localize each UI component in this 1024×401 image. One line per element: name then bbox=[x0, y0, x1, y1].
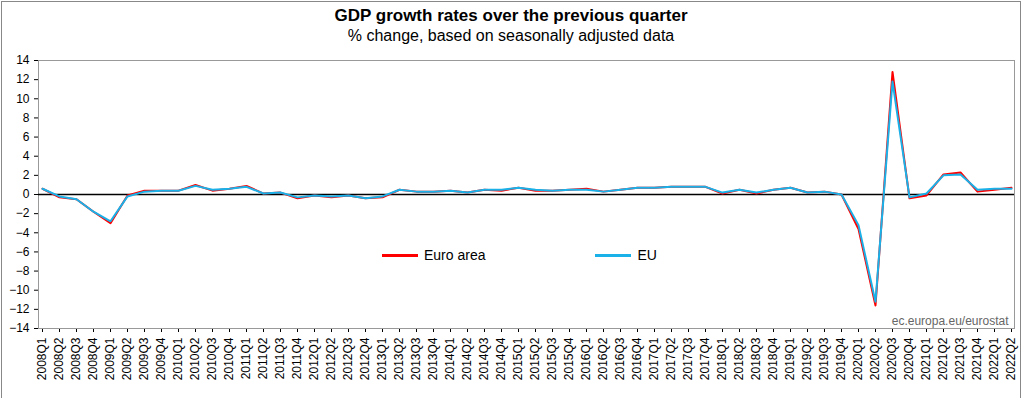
svg-text:2019Q2: 2019Q2 bbox=[800, 337, 814, 380]
svg-text:2013Q1: 2013Q1 bbox=[375, 337, 389, 380]
svg-text:2021Q2: 2021Q2 bbox=[936, 337, 950, 380]
svg-text:2012Q2: 2012Q2 bbox=[324, 337, 338, 380]
svg-text:2008Q2: 2008Q2 bbox=[52, 337, 66, 380]
svg-text:2013Q2: 2013Q2 bbox=[392, 337, 406, 380]
svg-text:2018Q4: 2018Q4 bbox=[766, 337, 780, 380]
svg-text:2019Q3: 2019Q3 bbox=[817, 337, 831, 380]
svg-text:2022Q2: 2022Q2 bbox=[1004, 337, 1018, 380]
svg-text:2011Q3: 2011Q3 bbox=[273, 337, 287, 379]
svg-text:2015Q2: 2015Q2 bbox=[528, 337, 542, 380]
svg-text:6: 6 bbox=[23, 130, 30, 144]
svg-text:14: 14 bbox=[16, 53, 30, 67]
svg-text:2020Q3: 2020Q3 bbox=[885, 337, 899, 380]
svg-text:2009Q4: 2009Q4 bbox=[154, 337, 168, 380]
svg-text:8: 8 bbox=[23, 111, 30, 125]
svg-text:0: 0 bbox=[23, 187, 30, 201]
html-text:EU: EU bbox=[637, 247, 657, 263]
svg-text:2014Q3: 2014Q3 bbox=[477, 337, 491, 380]
svg-text:2019Q1: 2019Q1 bbox=[783, 337, 797, 380]
svg-text:2020Q1: 2020Q1 bbox=[851, 337, 865, 380]
svg-text:2008Q4: 2008Q4 bbox=[86, 337, 100, 380]
svg-text:2017Q3: 2017Q3 bbox=[681, 337, 695, 380]
svg-text:−6: −6 bbox=[16, 245, 30, 259]
svg-text:2008Q3: 2008Q3 bbox=[69, 337, 83, 380]
html-text:Euro area: Euro area bbox=[424, 247, 486, 263]
svg-text:2020Q2: 2020Q2 bbox=[868, 337, 882, 380]
svg-text:2014Q4: 2014Q4 bbox=[494, 337, 508, 380]
svg-text:2015Q3: 2015Q3 bbox=[545, 337, 559, 380]
svg-text:2014Q2: 2014Q2 bbox=[460, 337, 474, 380]
svg-text:2019Q4: 2019Q4 bbox=[834, 337, 848, 380]
svg-text:2010Q1: 2010Q1 bbox=[171, 337, 185, 380]
svg-text:2021Q1: 2021Q1 bbox=[919, 337, 933, 380]
svg-text:2016Q3: 2016Q3 bbox=[613, 337, 627, 380]
svg-text:−12: −12 bbox=[9, 302, 30, 316]
svg-text:2010Q2: 2010Q2 bbox=[188, 337, 202, 380]
svg-text:12: 12 bbox=[16, 72, 30, 86]
svg-text:2016Q2: 2016Q2 bbox=[596, 337, 610, 380]
svg-text:2013Q4: 2013Q4 bbox=[426, 337, 440, 380]
svg-text:ec.europa.eu/eurostat: ec.europa.eu/eurostat bbox=[892, 314, 1009, 328]
svg-text:2021Q3: 2021Q3 bbox=[953, 337, 967, 380]
svg-text:2011Q1: 2011Q1 bbox=[239, 337, 253, 379]
svg-text:−14: −14 bbox=[9, 321, 30, 335]
svg-text:−10: −10 bbox=[9, 283, 30, 297]
svg-text:2015Q4: 2015Q4 bbox=[562, 337, 576, 380]
svg-text:2012Q1: 2012Q1 bbox=[307, 337, 321, 380]
svg-text:2009Q2: 2009Q2 bbox=[120, 337, 134, 380]
svg-text:4: 4 bbox=[23, 149, 30, 163]
svg-text:2018Q3: 2018Q3 bbox=[749, 337, 763, 380]
svg-text:2014Q1: 2014Q1 bbox=[443, 337, 457, 380]
html-text:% change, based on seasonally: % change, based on seasonally adjusted d… bbox=[347, 27, 675, 44]
svg-text:2011Q2: 2011Q2 bbox=[256, 337, 270, 379]
svg-text:2012Q4: 2012Q4 bbox=[358, 337, 372, 380]
svg-text:2010Q4: 2010Q4 bbox=[222, 337, 236, 380]
svg-text:2012Q3: 2012Q3 bbox=[341, 337, 355, 380]
svg-text:2020Q4: 2020Q4 bbox=[902, 337, 916, 380]
svg-text:2017Q1: 2017Q1 bbox=[647, 337, 661, 380]
svg-text:2017Q4: 2017Q4 bbox=[698, 337, 712, 380]
svg-text:−2: −2 bbox=[16, 206, 30, 220]
svg-text:2017Q2: 2017Q2 bbox=[664, 337, 678, 380]
svg-text:2016Q1: 2016Q1 bbox=[579, 337, 593, 380]
html-text:GDP growth rates over the prev: GDP growth rates over the previous quart… bbox=[334, 6, 688, 25]
svg-text:2009Q3: 2009Q3 bbox=[137, 337, 151, 380]
svg-text:2: 2 bbox=[23, 168, 30, 182]
svg-text:−4: −4 bbox=[16, 226, 30, 240]
svg-text:2010Q3: 2010Q3 bbox=[205, 337, 219, 380]
svg-text:−8: −8 bbox=[16, 264, 30, 278]
svg-text:2016Q4: 2016Q4 bbox=[630, 337, 644, 380]
svg-text:2013Q3: 2013Q3 bbox=[409, 337, 423, 380]
svg-text:10: 10 bbox=[16, 92, 30, 106]
svg-text:2022Q1: 2022Q1 bbox=[987, 337, 1001, 380]
svg-text:2008Q1: 2008Q1 bbox=[35, 337, 49, 380]
svg-text:2009Q1: 2009Q1 bbox=[103, 337, 117, 380]
svg-text:2011Q4: 2011Q4 bbox=[290, 337, 304, 379]
svg-text:2018Q1: 2018Q1 bbox=[715, 337, 729, 380]
svg-text:2021Q4: 2021Q4 bbox=[970, 337, 984, 380]
svg-text:2018Q2: 2018Q2 bbox=[732, 337, 746, 380]
svg-text:2015Q1: 2015Q1 bbox=[511, 337, 525, 380]
